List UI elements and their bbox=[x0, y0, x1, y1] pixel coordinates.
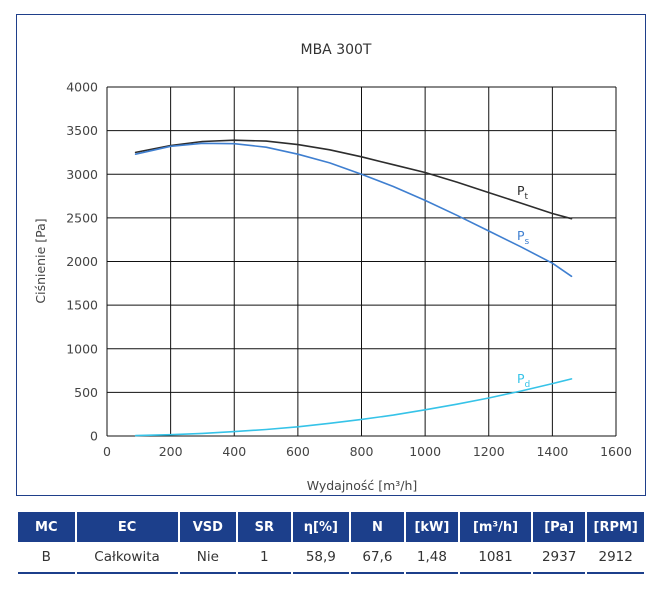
cell-pa: 2937 bbox=[532, 542, 586, 574]
cell-kw: 1,48 bbox=[405, 542, 459, 574]
curves bbox=[134, 139, 573, 437]
header-rpm: [RPM] bbox=[587, 512, 644, 542]
y-axis-title: Ciśnienie [Pa] bbox=[33, 218, 48, 303]
x-tick-label: 0 bbox=[103, 444, 111, 459]
y-tick-label: 500 bbox=[74, 385, 98, 400]
series-pt-line bbox=[134, 139, 573, 220]
cell-vsd: Nie bbox=[179, 542, 237, 574]
cell-n: 67,6 bbox=[351, 542, 404, 574]
series-ps-label: Ps bbox=[517, 228, 530, 247]
x-tick-label: 200 bbox=[159, 444, 183, 459]
table-header-row: MC EC VSD SR η[%] N [kW] [m³/h] [Pa] [RP… bbox=[18, 512, 644, 542]
cell-efficiency: 58,9 bbox=[292, 542, 350, 574]
curve-labels: Pt Ps Pd bbox=[517, 183, 530, 390]
header-n: N bbox=[351, 512, 404, 542]
x-tick-label: 1600 bbox=[600, 444, 632, 459]
tick-labels: 0 200 400 600 800 1000 1200 1400 1600 0 500 1000 150… bbox=[66, 80, 632, 460]
header-ec: EC bbox=[76, 512, 178, 542]
chart-frame: MBA 300T Pt Ps Pd 0 200 400 600 800 1000 1200 140… bbox=[16, 14, 646, 496]
y-tick-label: 4000 bbox=[66, 80, 98, 95]
header-efficiency: η[%] bbox=[292, 512, 350, 542]
y-tick-label: 1500 bbox=[66, 298, 98, 313]
series-pd-label: Pd bbox=[517, 371, 530, 390]
y-tick-label: 2500 bbox=[66, 210, 98, 225]
x-tick-label: 800 bbox=[350, 444, 374, 459]
cell-mc: B bbox=[18, 542, 75, 574]
series-ps-line bbox=[134, 142, 573, 278]
y-tick-label: 3500 bbox=[66, 123, 98, 138]
header-pa: [Pa] bbox=[532, 512, 586, 542]
series-pt-label: Pt bbox=[517, 183, 529, 202]
table-row: B Całkowita Nie 1 58,9 67,6 1,48 1081 29… bbox=[18, 542, 644, 574]
x-tick-label: 600 bbox=[286, 444, 310, 459]
header-vsd: VSD bbox=[179, 512, 237, 542]
y-tick-label: 1000 bbox=[66, 341, 98, 356]
cell-ec: Całkowita bbox=[76, 542, 178, 574]
x-tick-label: 1000 bbox=[409, 444, 441, 459]
x-axis-title: Wydajność [m³/h] bbox=[307, 478, 418, 493]
header-mc: MC bbox=[18, 512, 75, 542]
cell-flow: 1081 bbox=[460, 542, 531, 574]
header-sr: SR bbox=[238, 512, 291, 542]
series-pd-line bbox=[134, 378, 573, 437]
header-kw: [kW] bbox=[405, 512, 459, 542]
chart-title: MBA 300T bbox=[301, 42, 372, 58]
header-flow: [m³/h] bbox=[460, 512, 531, 542]
spec-table: MC EC VSD SR η[%] N [kW] [m³/h] [Pa] [RP… bbox=[16, 512, 646, 574]
cell-sr: 1 bbox=[238, 542, 291, 574]
x-tick-label: 400 bbox=[222, 444, 246, 459]
y-tick-label: 2000 bbox=[66, 254, 98, 269]
y-tick-label: 0 bbox=[90, 429, 98, 444]
cell-rpm: 2912 bbox=[587, 542, 644, 574]
x-tick-label: 1200 bbox=[473, 444, 505, 459]
y-tick-label: 3000 bbox=[66, 167, 98, 182]
pressure-chart: MBA 300T Pt Ps Pd 0 200 400 600 800 1000 1200 140… bbox=[33, 42, 632, 493]
x-tick-label: 1400 bbox=[536, 444, 568, 459]
grid bbox=[106, 86, 617, 437]
